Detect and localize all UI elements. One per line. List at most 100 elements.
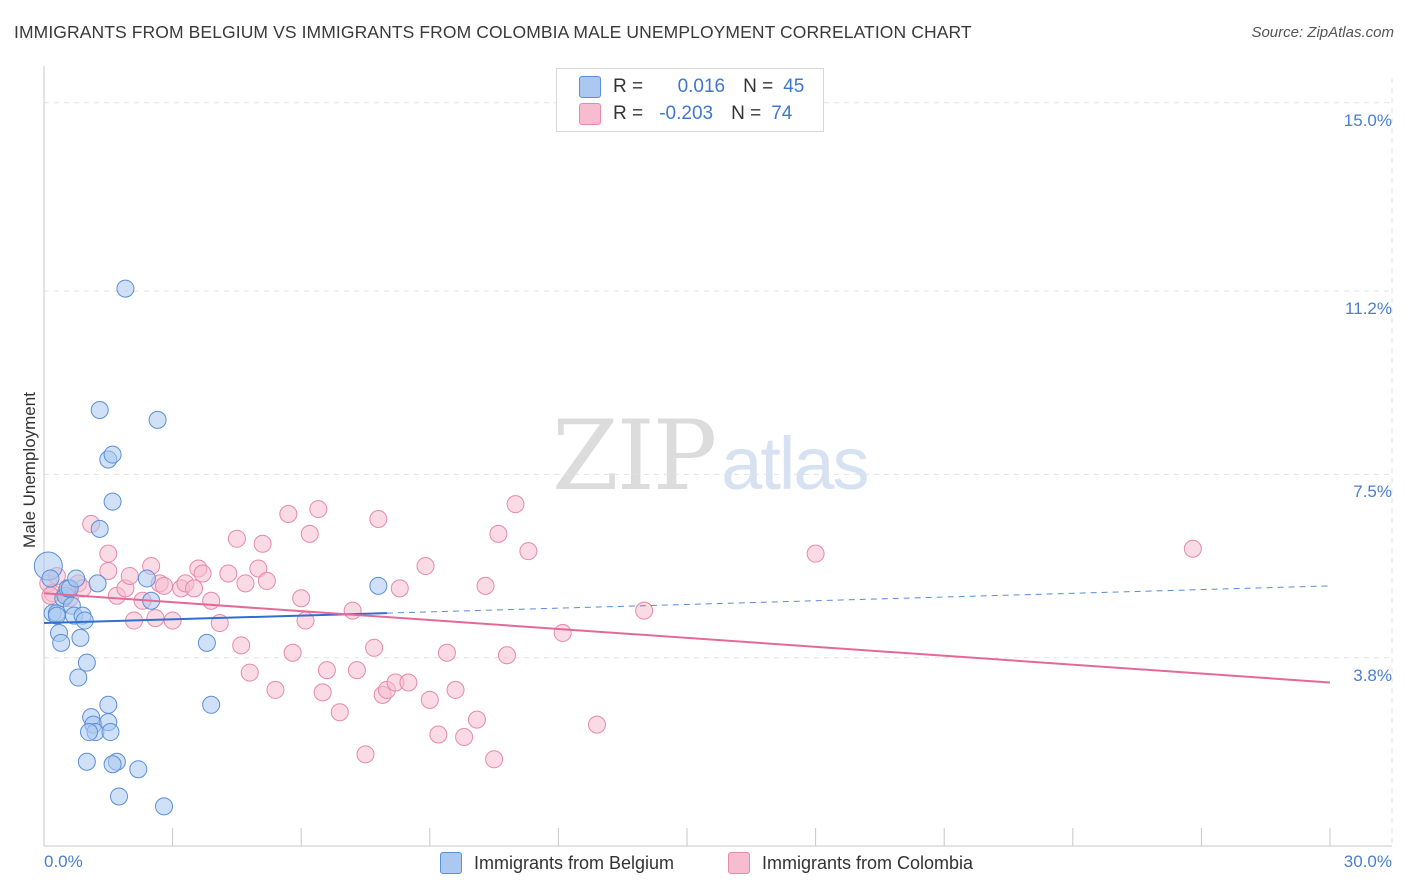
watermark-atlas: atlas xyxy=(721,422,869,505)
belgium-point xyxy=(47,606,66,625)
belgium-n-value: 45 xyxy=(783,76,805,97)
stats-legend: R = 0.016 N = 45 R = -0.203 N = 74 xyxy=(556,68,824,132)
colombia-point xyxy=(497,646,516,665)
belgium-point xyxy=(90,519,109,538)
colombia-point xyxy=(390,579,409,598)
legend-item-colombia: Immigrants from Colombia xyxy=(728,852,973,874)
colombia-point xyxy=(330,703,349,722)
colombia-point xyxy=(292,589,311,608)
belgium-point xyxy=(67,569,86,588)
colombia-point xyxy=(429,725,448,744)
x-tick-max: 30.0% xyxy=(1343,852,1392,871)
belgium-point xyxy=(110,787,129,806)
y-tick-label: 15.0% xyxy=(1343,110,1392,130)
colombia-point xyxy=(155,576,174,595)
legend-item-belgium: Immigrants from Belgium xyxy=(440,852,674,874)
colombia-point xyxy=(806,544,825,563)
colombia-point xyxy=(227,529,246,548)
legend-row-belgium: R = 0.016 N = 45 xyxy=(579,74,804,100)
belgium-point xyxy=(75,611,94,630)
colombia-point xyxy=(236,574,255,593)
colombia-r-label: R = xyxy=(613,103,644,124)
colombia-swatch xyxy=(579,103,601,125)
colombia-point xyxy=(309,500,328,519)
belgium-point xyxy=(129,760,148,779)
colombia-point xyxy=(365,638,384,657)
belgium-point xyxy=(148,410,167,429)
trend-lines xyxy=(43,585,1331,684)
belgium-point xyxy=(103,445,122,464)
belgium-point xyxy=(197,633,216,652)
colombia-point xyxy=(279,505,298,524)
belgium-point xyxy=(202,695,221,714)
belgium-legend-swatch xyxy=(440,852,462,874)
colombia-point xyxy=(476,576,495,595)
belgium-point xyxy=(155,797,174,816)
colombia-point xyxy=(283,643,302,662)
colombia-point xyxy=(420,690,439,709)
colombia-point xyxy=(249,559,268,578)
x-tick-min: 0.0% xyxy=(44,852,83,871)
colombia-point xyxy=(347,661,366,680)
colombia-point xyxy=(1183,539,1202,558)
belgium-point xyxy=(101,723,120,742)
colombia-point xyxy=(506,495,525,514)
legend-row-colombia: R = -0.203 N = 74 xyxy=(579,101,792,127)
belgium-trend-extension xyxy=(386,585,1331,614)
colombia-point xyxy=(120,566,139,585)
belgium-point xyxy=(77,653,96,672)
belgium-point xyxy=(41,569,60,588)
colombia-point xyxy=(467,710,486,729)
colombia-point xyxy=(193,564,212,583)
colombia-point xyxy=(485,750,504,769)
belgium-point xyxy=(369,576,388,595)
colombia-point xyxy=(587,715,606,734)
belgium-point xyxy=(80,723,99,742)
belgium-legend-label: Immigrants from Belgium xyxy=(474,852,675,873)
colombia-trend-line xyxy=(43,592,1331,684)
colombia-point xyxy=(553,623,572,642)
y-tick-label: 7.5% xyxy=(1353,482,1392,502)
axes xyxy=(43,66,1392,847)
belgium-n-label: N = xyxy=(743,76,774,97)
belgium-trend-line xyxy=(43,612,387,625)
belgium-point xyxy=(99,695,118,714)
colombia-point xyxy=(240,663,259,682)
y-tick-label: 3.8% xyxy=(1353,665,1392,685)
colombia-point xyxy=(257,571,276,590)
belgium-point xyxy=(69,668,88,687)
colombia-point xyxy=(446,680,465,699)
belgium-point xyxy=(90,400,109,419)
belgium-point xyxy=(116,279,135,298)
colombia-n-label: N = xyxy=(731,103,762,124)
belgium-swatch xyxy=(579,76,601,98)
colombia-point xyxy=(399,673,418,692)
colombia-legend-swatch xyxy=(728,852,750,874)
colombia-point xyxy=(343,601,362,620)
belgium-point xyxy=(52,633,71,652)
colombia-r-value: -0.203 xyxy=(659,103,714,124)
colombia-point xyxy=(99,544,118,563)
colombia-point xyxy=(232,636,251,655)
y-tick-label: 11.2% xyxy=(1345,299,1392,319)
colombia-points xyxy=(39,495,1202,769)
colombia-point xyxy=(146,609,165,628)
colombia-point xyxy=(163,611,182,630)
belgium-point xyxy=(77,752,96,771)
belgium-point xyxy=(103,492,122,511)
colombia-point xyxy=(519,542,538,561)
colombia-point xyxy=(313,683,332,702)
belgium-r-value: 0.016 xyxy=(677,76,726,97)
colombia-point xyxy=(317,661,336,680)
y-axis-label: Male Unemployment xyxy=(20,392,39,548)
colombia-point xyxy=(185,579,204,598)
colombia-point xyxy=(266,680,285,699)
colombia-legend-label: Immigrants from Colombia xyxy=(762,852,974,873)
colombia-point xyxy=(219,564,238,583)
belgium-r-label: R = xyxy=(613,76,644,97)
colombia-point xyxy=(202,591,221,610)
colombia-point xyxy=(416,557,435,576)
watermark: ZIPatlas xyxy=(552,400,870,512)
belgium-point xyxy=(88,574,107,593)
